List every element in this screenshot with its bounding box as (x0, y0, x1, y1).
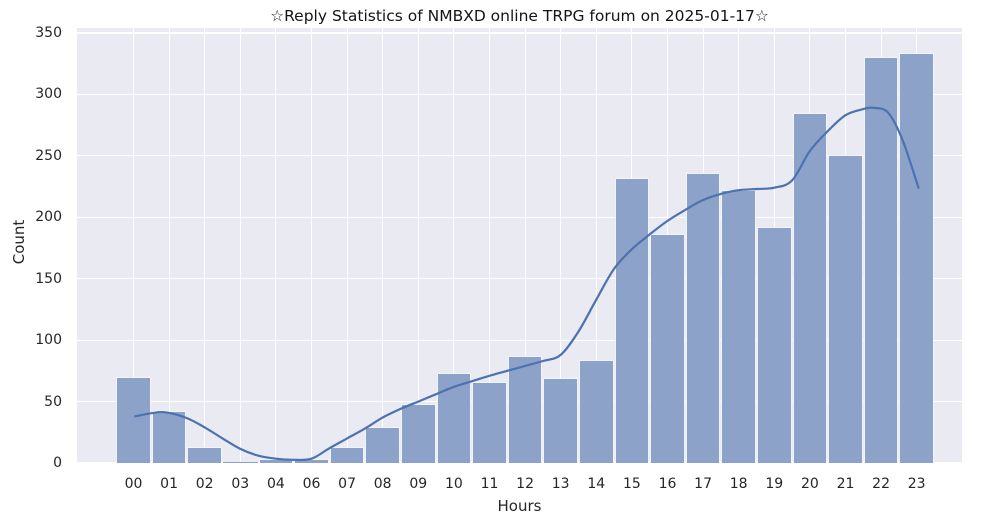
x-tick-04: 04 (266, 476, 285, 492)
gridline-h-250 (77, 155, 962, 157)
bar-22 (863, 57, 899, 463)
gridline-v-10 (453, 28, 455, 463)
y-tick-100: 100 (35, 332, 62, 349)
x-tick-01: 01 (160, 476, 178, 492)
gridline-v-01 (168, 28, 170, 463)
gridline-v-06 (310, 28, 313, 463)
gridline-v-00 (132, 28, 135, 463)
gridline-v-13 (560, 28, 562, 463)
y-tick-200: 200 (35, 209, 62, 226)
x-tick-06: 06 (302, 476, 321, 492)
x-tick-07: 07 (338, 476, 356, 492)
y-tick-250: 250 (35, 147, 62, 164)
bar-18 (721, 190, 756, 463)
bar-07 (329, 447, 365, 463)
bar-08 (365, 427, 400, 463)
x-tick-13: 13 (551, 476, 570, 492)
bar-15 (614, 177, 650, 463)
y-tick-300: 300 (35, 86, 62, 103)
bar-19 (757, 227, 792, 463)
gridline-v-08 (382, 28, 384, 463)
bar-21 (828, 154, 863, 463)
bar-09 (401, 404, 436, 463)
bar-02 (187, 447, 222, 463)
bar-14 (579, 359, 614, 463)
y-tick-150: 150 (35, 270, 62, 287)
gridline-v-04 (275, 28, 277, 463)
gridline-v-09 (417, 28, 419, 463)
plot-area (77, 28, 962, 464)
x-tick-17: 17 (694, 476, 712, 492)
y-tick-50: 50 (44, 393, 62, 410)
bar-17 (685, 173, 721, 463)
x-tick-23: 23 (907, 476, 926, 492)
x-axis-label: Hours (497, 497, 542, 515)
gridline-v-02 (204, 28, 206, 463)
gridline-h-350 (77, 32, 962, 34)
x-tick-09: 09 (409, 476, 428, 492)
bar-00 (116, 376, 151, 463)
x-tick-22: 22 (872, 476, 890, 492)
x-tick-03: 03 (231, 476, 250, 492)
gridline-h-100 (77, 339, 962, 341)
x-tick-20: 20 (800, 476, 819, 492)
bar-12 (507, 356, 543, 463)
gridline-h-150 (77, 278, 962, 280)
gridline-v-14 (595, 28, 597, 463)
kde-curve (134, 106, 920, 462)
bar-10 (436, 373, 472, 463)
gridline-h-300 (77, 93, 962, 95)
x-tick-12: 12 (516, 476, 534, 492)
bar-16 (650, 234, 685, 463)
bar-11 (472, 381, 507, 463)
x-tick-14: 14 (587, 476, 606, 492)
bar-23 (899, 52, 934, 463)
gridline-h-0 (77, 462, 962, 464)
x-tick-00: 00 (124, 476, 143, 492)
y-axis-label: Count (10, 219, 28, 265)
bar-13 (543, 378, 578, 463)
x-tick-15: 15 (622, 476, 641, 492)
gridline-v-12 (524, 28, 526, 463)
gridline-h-200 (77, 216, 962, 218)
y-tick-0: 0 (53, 455, 62, 471)
bar-03 (223, 461, 258, 463)
x-tick-18: 18 (729, 476, 748, 492)
y-tick-350: 350 (35, 24, 62, 41)
x-tick-21: 21 (836, 476, 855, 492)
x-tick-19: 19 (765, 476, 784, 492)
kde-curve-layer (134, 106, 920, 462)
gridline-v-07 (346, 28, 348, 463)
x-tick-08: 08 (373, 476, 392, 492)
x-tick-16: 16 (658, 476, 677, 492)
gridline-v-11 (488, 28, 491, 463)
gridline-v-03 (239, 28, 241, 463)
x-tick-02: 02 (195, 476, 214, 492)
x-tick-11: 11 (480, 476, 499, 492)
x-tick-10: 10 (444, 476, 463, 492)
chart-title: ☆Reply Statistics of NMBXD online TRPG f… (270, 7, 769, 25)
